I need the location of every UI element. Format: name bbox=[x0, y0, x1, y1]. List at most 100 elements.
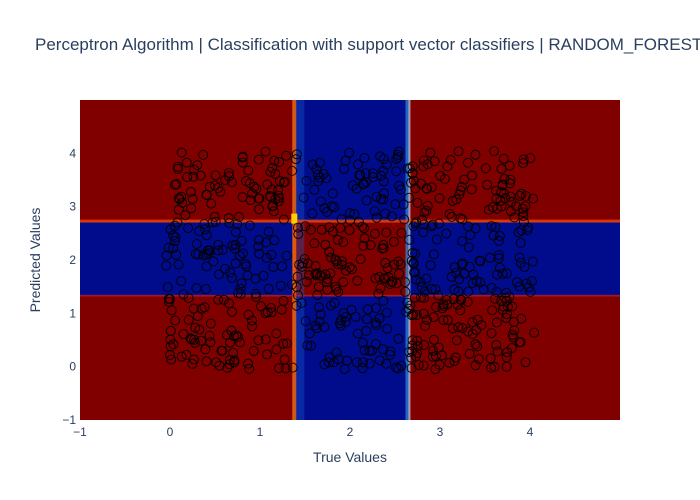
data-point bbox=[408, 309, 419, 320]
data-point bbox=[520, 191, 531, 201]
data-point bbox=[408, 258, 419, 269]
data-point bbox=[173, 204, 184, 215]
data-point bbox=[416, 282, 427, 293]
data-point bbox=[491, 317, 502, 328]
data-point bbox=[187, 358, 198, 369]
data-point bbox=[232, 219, 243, 230]
data-point bbox=[408, 175, 419, 186]
data-point bbox=[515, 257, 526, 268]
data-point bbox=[422, 159, 433, 170]
data-point bbox=[429, 156, 440, 167]
data-point bbox=[453, 322, 464, 333]
data-point bbox=[191, 283, 202, 293]
data-point bbox=[194, 225, 205, 236]
y-axis-ticks: −1 0 1 2 3 4 bbox=[62, 146, 76, 427]
data-point bbox=[463, 242, 474, 253]
data-point bbox=[344, 225, 355, 236]
data-point bbox=[457, 236, 468, 247]
data-point bbox=[205, 318, 216, 329]
data-point bbox=[207, 217, 218, 228]
data-point bbox=[278, 214, 289, 225]
data-point bbox=[426, 182, 437, 193]
boundary-x1 bbox=[292, 100, 297, 420]
data-point bbox=[516, 188, 527, 199]
data-point bbox=[271, 328, 282, 339]
data-point bbox=[378, 153, 389, 164]
data-point bbox=[309, 238, 320, 249]
data-point bbox=[434, 193, 445, 204]
data-point bbox=[472, 314, 483, 325]
data-point bbox=[520, 201, 531, 212]
data-point bbox=[421, 314, 432, 325]
data-point bbox=[281, 250, 292, 261]
data-point bbox=[255, 301, 266, 312]
data-point bbox=[344, 208, 355, 219]
data-point bbox=[491, 193, 502, 204]
data-point bbox=[278, 177, 289, 188]
data-point bbox=[475, 277, 486, 288]
data-point bbox=[230, 258, 241, 269]
data-point bbox=[490, 293, 500, 304]
data-point bbox=[298, 192, 309, 203]
data-point bbox=[364, 345, 375, 356]
data-point bbox=[254, 248, 265, 259]
data-point bbox=[309, 184, 320, 195]
data-point bbox=[292, 222, 303, 233]
data-point bbox=[200, 224, 211, 235]
data-point bbox=[333, 286, 344, 297]
data-point bbox=[504, 291, 515, 302]
data-point bbox=[528, 193, 538, 204]
data-point bbox=[338, 277, 349, 288]
data-point bbox=[341, 265, 351, 276]
data-point bbox=[187, 193, 198, 204]
data-point bbox=[190, 249, 201, 259]
data-point bbox=[368, 168, 378, 179]
data-point bbox=[407, 346, 418, 357]
data-point bbox=[331, 256, 342, 267]
data-point bbox=[293, 229, 304, 240]
data-point bbox=[496, 163, 507, 174]
data-point bbox=[467, 317, 478, 328]
data-point bbox=[215, 186, 226, 197]
data-point bbox=[379, 188, 390, 199]
data-point bbox=[492, 346, 503, 357]
data-point bbox=[234, 211, 244, 222]
x-tick-label: 2 bbox=[347, 425, 354, 439]
data-point bbox=[454, 274, 465, 285]
data-point bbox=[347, 264, 357, 275]
data-point bbox=[270, 194, 281, 205]
data-point bbox=[172, 161, 183, 172]
data-point bbox=[276, 304, 287, 315]
data-point bbox=[525, 286, 536, 297]
data-point bbox=[369, 206, 380, 217]
y-tick-label: 2 bbox=[69, 253, 76, 267]
data-point bbox=[204, 181, 215, 192]
data-point bbox=[340, 312, 351, 322]
data-point bbox=[335, 315, 346, 326]
data-point bbox=[224, 359, 235, 370]
data-point bbox=[254, 204, 265, 215]
data-point bbox=[324, 222, 335, 233]
data-point bbox=[260, 334, 271, 345]
data-point bbox=[378, 166, 389, 176]
data-point bbox=[188, 303, 199, 314]
region-2-0 bbox=[80, 295, 294, 420]
data-point bbox=[273, 185, 284, 196]
data-point bbox=[525, 153, 536, 164]
data-point bbox=[428, 249, 439, 260]
x-tick-label: 1 bbox=[257, 425, 264, 439]
data-point bbox=[291, 149, 302, 160]
data-point bbox=[314, 172, 325, 183]
data-point bbox=[326, 300, 336, 311]
data-point bbox=[486, 221, 497, 232]
data-point bbox=[416, 178, 427, 189]
data-point bbox=[359, 153, 370, 163]
data-point bbox=[228, 331, 239, 342]
data-point bbox=[370, 339, 381, 350]
data-point bbox=[431, 234, 442, 245]
data-point bbox=[236, 278, 247, 289]
data-point bbox=[391, 278, 402, 289]
data-point bbox=[412, 341, 423, 352]
data-point bbox=[205, 337, 216, 348]
y-tick-label: 3 bbox=[69, 200, 76, 214]
